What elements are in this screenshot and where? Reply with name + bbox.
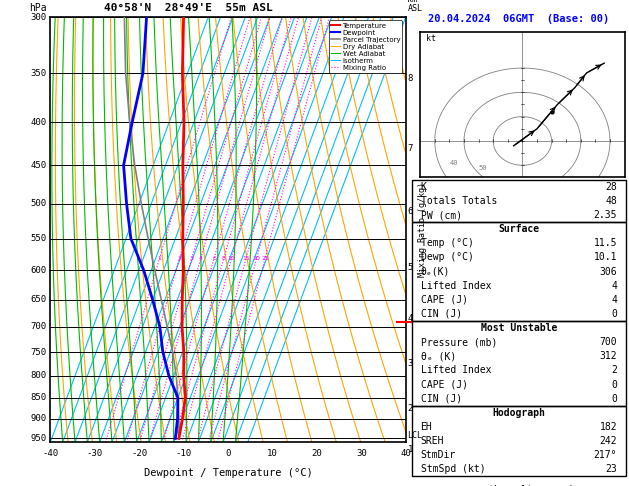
Text: 5: 5	[408, 263, 413, 272]
Text: -30: -30	[87, 449, 103, 458]
Text: 750: 750	[31, 347, 47, 357]
Text: 650: 650	[31, 295, 47, 304]
Text: -40: -40	[42, 449, 58, 458]
Text: 40°58'N  28°49'E  55m ASL: 40°58'N 28°49'E 55m ASL	[104, 3, 272, 13]
Text: 800: 800	[31, 371, 47, 380]
Text: Mixing Ratio (g/kg): Mixing Ratio (g/kg)	[418, 182, 427, 277]
Text: 4: 4	[199, 256, 203, 260]
Text: km
ASL: km ASL	[408, 0, 423, 13]
Text: 1: 1	[158, 256, 162, 260]
Text: 10: 10	[267, 449, 278, 458]
Text: CAPE (J): CAPE (J)	[421, 380, 467, 389]
Text: 4: 4	[611, 295, 617, 305]
Text: 500: 500	[31, 199, 47, 208]
Text: 20: 20	[311, 449, 322, 458]
Text: StmSpd (kt): StmSpd (kt)	[421, 464, 485, 474]
Text: kt: kt	[426, 35, 436, 43]
Text: 0: 0	[611, 380, 617, 389]
Text: 8: 8	[408, 74, 413, 83]
Text: 28: 28	[606, 182, 617, 192]
Text: CIN (J): CIN (J)	[421, 394, 462, 404]
Text: SREH: SREH	[421, 436, 444, 446]
Text: EH: EH	[421, 422, 432, 432]
Text: 25: 25	[261, 256, 269, 260]
Text: θₑ(K): θₑ(K)	[421, 267, 450, 277]
Text: 15: 15	[242, 256, 250, 260]
Text: 30: 30	[356, 449, 367, 458]
Text: -10: -10	[175, 449, 192, 458]
Text: 40: 40	[449, 160, 458, 166]
Text: 300: 300	[31, 13, 47, 21]
Text: 6: 6	[212, 256, 216, 260]
Text: hPa: hPa	[29, 3, 47, 13]
Text: 700: 700	[599, 337, 617, 347]
Text: Temp (°C): Temp (°C)	[421, 238, 474, 248]
Text: 217°: 217°	[594, 450, 617, 460]
Text: Lifted Index: Lifted Index	[421, 365, 491, 375]
Text: 1: 1	[408, 445, 413, 453]
Text: 4: 4	[611, 281, 617, 291]
Text: 950: 950	[31, 434, 47, 443]
Text: 850: 850	[31, 393, 47, 402]
Text: StmDir: StmDir	[421, 450, 456, 460]
Text: CAPE (J): CAPE (J)	[421, 295, 467, 305]
Text: 2: 2	[177, 256, 182, 260]
Text: 0: 0	[225, 449, 231, 458]
Legend: Temperature, Dewpoint, Parcel Trajectory, Dry Adiabat, Wet Adiabat, Isotherm, Mi: Temperature, Dewpoint, Parcel Trajectory…	[330, 20, 402, 73]
Text: 242: 242	[599, 436, 617, 446]
Text: Surface: Surface	[498, 224, 540, 234]
Text: 2: 2	[408, 404, 413, 413]
Bar	[412, 321, 626, 406]
Text: 10: 10	[228, 256, 235, 260]
Text: 8: 8	[222, 256, 226, 260]
Text: 312: 312	[599, 351, 617, 361]
Text: 450: 450	[31, 161, 47, 170]
Text: Dewp (°C): Dewp (°C)	[421, 252, 474, 262]
Text: 3: 3	[408, 360, 413, 368]
Text: 306: 306	[599, 267, 617, 277]
Text: Lifted Index: Lifted Index	[421, 281, 491, 291]
Bar	[412, 222, 626, 321]
Text: 6: 6	[408, 207, 413, 215]
Text: Pressure (mb): Pressure (mb)	[421, 337, 497, 347]
Bar	[412, 406, 626, 476]
Text: 20: 20	[253, 256, 260, 260]
Text: 2: 2	[611, 365, 617, 375]
Text: K: K	[421, 182, 426, 192]
Text: 550: 550	[31, 234, 47, 243]
Text: 20.04.2024  06GMT  (Base: 00): 20.04.2024 06GMT (Base: 00)	[428, 15, 610, 24]
Bar	[412, 180, 626, 222]
Text: 2.35: 2.35	[594, 210, 617, 220]
Text: Totals Totals: Totals Totals	[421, 196, 497, 206]
Text: 23: 23	[606, 464, 617, 474]
Text: 4: 4	[408, 314, 413, 323]
Text: PW (cm): PW (cm)	[421, 210, 462, 220]
Text: © weatheronline.co.uk: © weatheronline.co.uk	[462, 485, 576, 486]
Text: -20: -20	[131, 449, 147, 458]
Text: 600: 600	[31, 266, 47, 275]
Text: 7: 7	[408, 144, 413, 153]
Text: 182: 182	[599, 422, 617, 432]
Text: 900: 900	[31, 414, 47, 423]
Text: 10.1: 10.1	[594, 252, 617, 262]
Text: 700: 700	[31, 322, 47, 331]
Text: CIN (J): CIN (J)	[421, 309, 462, 319]
Text: 400: 400	[31, 118, 47, 127]
Text: Dewpoint / Temperature (°C): Dewpoint / Temperature (°C)	[143, 468, 313, 478]
Text: θₑ (K): θₑ (K)	[421, 351, 456, 361]
Text: 0: 0	[611, 309, 617, 319]
Text: Most Unstable: Most Unstable	[481, 323, 557, 333]
Text: Hodograph: Hodograph	[493, 408, 545, 418]
Text: 0: 0	[611, 394, 617, 404]
Text: 3: 3	[190, 256, 194, 260]
Text: LCL: LCL	[408, 431, 423, 440]
Text: 350: 350	[31, 69, 47, 78]
Text: 11.5: 11.5	[594, 238, 617, 248]
Text: 50: 50	[479, 165, 487, 171]
Text: 40: 40	[400, 449, 411, 458]
Text: 48: 48	[606, 196, 617, 206]
